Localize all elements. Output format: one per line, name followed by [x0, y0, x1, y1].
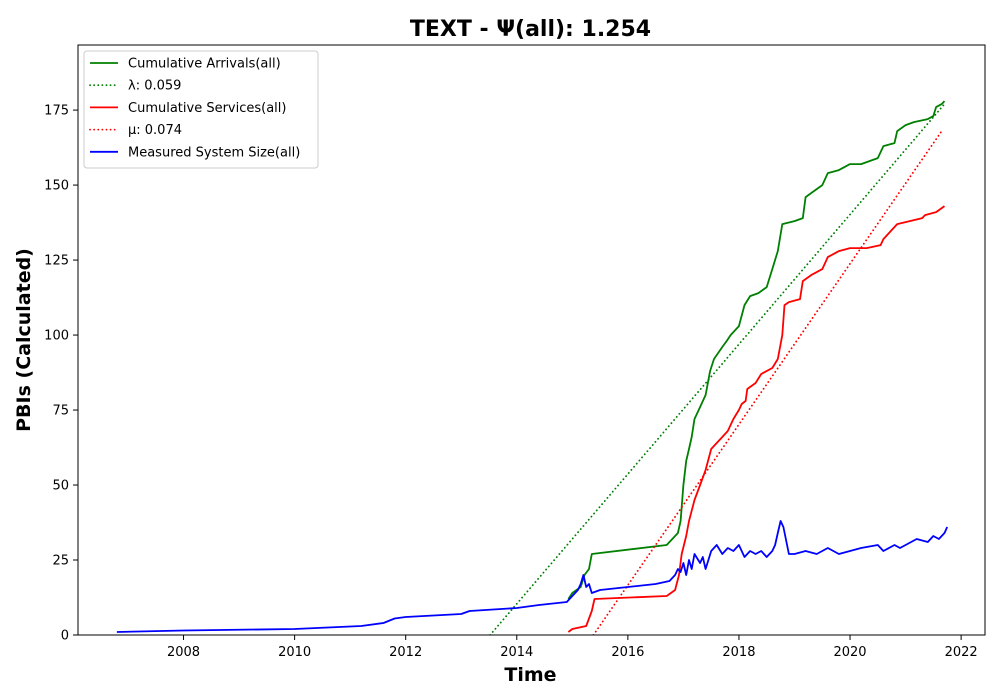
y-axis: 0 25 50 75 100 125 150 175 — [44, 104, 78, 644]
plot-frame — [77, 44, 986, 636]
x-tick-label-1: 2010 — [278, 645, 311, 660]
x-axis: 2008 2010 2012 2014 2016 2018 2020 2022 — [167, 635, 978, 660]
x-tick-label-3: 2014 — [500, 645, 533, 660]
y-tick-label-3: 75 — [52, 404, 69, 419]
plot-area — [116, 100, 949, 635]
x-axis-label: Time — [504, 664, 556, 686]
y-tick-label-5: 125 — [44, 254, 69, 269]
x-tick-label-6: 2020 — [833, 645, 866, 660]
y-tick-label-2: 50 — [52, 479, 69, 494]
y-tick-label-6: 150 — [44, 179, 69, 194]
chart-title: TEXT - Ψ(all): 1.254 — [410, 17, 651, 42]
x-tick-label-0: 2008 — [167, 645, 200, 660]
legend-box — [83, 50, 319, 169]
x-tick-label-7: 2022 — [945, 645, 978, 660]
series-line-4 — [116, 520, 949, 633]
legend-label-0: Cumulative Arrivals(all) — [128, 57, 281, 72]
legend: Cumulative Arrivals(all) λ: 0.059 Cumulati… — [83, 50, 319, 169]
legend-label-3: μ: 0.074 — [128, 123, 182, 138]
legend-label-4: Measured System Size(all) — [128, 145, 300, 160]
series-line-0 — [567, 100, 946, 600]
legend-label-2: Cumulative Services(all) — [128, 101, 286, 116]
series-line-3 — [592, 130, 943, 635]
y-tick-label-4: 100 — [44, 329, 69, 344]
y-tick-label-0: 0 — [61, 629, 69, 644]
series-line-1 — [489, 103, 946, 635]
series-line-2 — [567, 205, 946, 633]
x-tick-label-5: 2018 — [722, 645, 755, 660]
x-tick-label-4: 2016 — [611, 645, 644, 660]
x-tick-label-2: 2012 — [389, 645, 422, 660]
y-tick-label-1: 25 — [52, 554, 69, 569]
y-axis-label: PBIs (Calculated) — [13, 248, 35, 432]
legend-label-1: λ: 0.059 — [128, 79, 181, 94]
y-tick-label-7: 175 — [44, 104, 69, 119]
